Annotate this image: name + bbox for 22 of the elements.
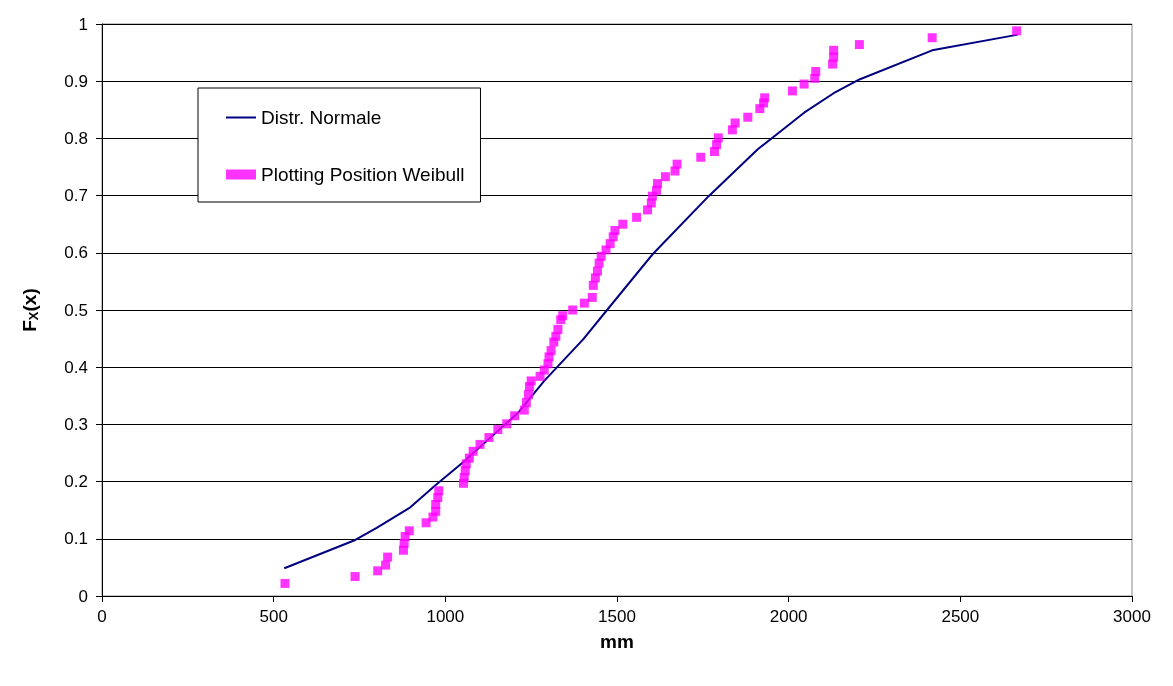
- x-tick-label: 3000: [1113, 607, 1151, 626]
- y-tick-label: 0.5: [64, 300, 88, 320]
- x-tick-label: 2500: [941, 607, 980, 626]
- y-tick-label: 0.8: [64, 128, 88, 148]
- y-tick-label: 1: [78, 14, 88, 34]
- x-tick-label: 2000: [769, 607, 808, 626]
- x-tick-label: 500: [259, 607, 288, 626]
- y-tick-label: 0.1: [64, 529, 88, 549]
- x-tick-label: 1500: [598, 607, 636, 626]
- legend-label: Distr. Normale: [261, 107, 382, 128]
- y-tick-label: 0.9: [64, 71, 88, 91]
- y-tick-label: 0.3: [64, 414, 88, 434]
- y-tick-label: 0.7: [64, 186, 88, 206]
- x-axis-title: mm: [600, 631, 634, 652]
- x-tick-label: 0: [97, 607, 107, 626]
- legend-label: Plotting Position Weibull: [261, 164, 465, 185]
- x-tick-label: 1000: [426, 607, 465, 626]
- y-tick-label: 0.6: [64, 243, 88, 263]
- y-axis-title: FX(x): [19, 288, 41, 332]
- y-tick-label: 0.4: [64, 357, 88, 377]
- y-tick-label: 0: [78, 586, 88, 606]
- y-tick-label: 0.2: [64, 472, 88, 492]
